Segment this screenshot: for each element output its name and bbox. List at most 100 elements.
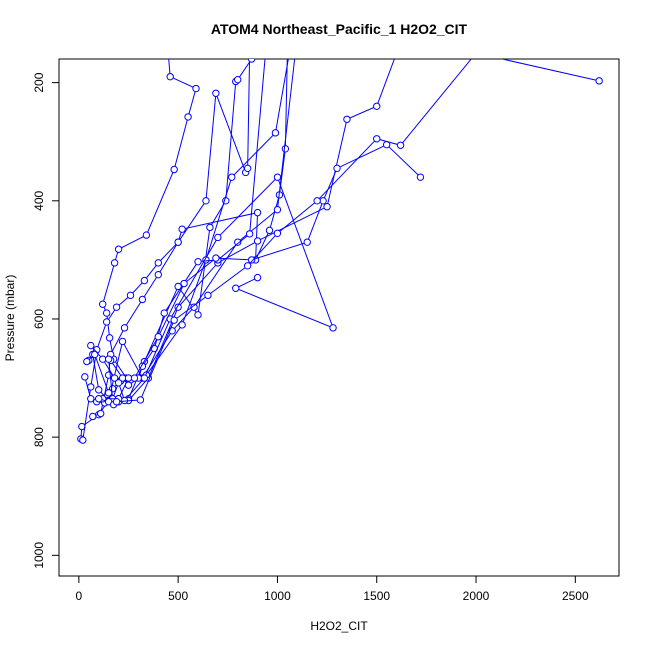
data-point — [138, 295, 147, 304]
x-tick-label: 1000 — [264, 589, 291, 603]
series-line — [102, 144, 421, 400]
data-point — [281, 145, 290, 153]
x-tick-label: 500 — [168, 589, 188, 603]
data-point — [212, 254, 220, 262]
x-tick-label: 1500 — [363, 589, 390, 603]
data-point — [79, 436, 87, 444]
data-point — [206, 223, 214, 232]
data-point — [396, 141, 405, 149]
series-6 — [83, 50, 399, 405]
data-point — [110, 374, 119, 382]
data-point — [247, 59, 256, 63]
series-8 — [106, 59, 266, 389]
data-point — [87, 341, 95, 350]
series-3 — [89, 50, 252, 421]
series-1 — [77, 50, 200, 443]
data-point — [246, 50, 252, 56]
data-point — [154, 270, 162, 279]
data-point — [110, 259, 119, 267]
data-point — [154, 259, 162, 267]
data-point — [81, 373, 89, 381]
y-tick-label: 200 — [32, 72, 46, 92]
data-point — [87, 395, 95, 403]
data-point — [373, 135, 381, 143]
data-point — [333, 164, 341, 173]
data-point — [104, 355, 113, 363]
series-line — [86, 59, 395, 402]
data-point — [393, 50, 399, 56]
data-point — [273, 229, 282, 238]
y-tick-label: 400 — [32, 190, 46, 210]
series-line — [92, 59, 251, 417]
x-tick-label: 0 — [76, 589, 83, 603]
data-point — [228, 173, 236, 181]
data-point — [214, 233, 222, 242]
chart-title: ATOM4 Northeast_Pacific_1 H2O2_CIT — [211, 21, 468, 37]
data-point — [265, 226, 274, 235]
data-point — [303, 238, 311, 246]
data-point — [102, 318, 111, 326]
data-point — [180, 279, 188, 288]
data-point — [243, 262, 252, 270]
data-point — [243, 164, 252, 173]
x-axis: 0 500 1000 1500 2000 2500 — [76, 575, 589, 603]
data-point — [245, 230, 254, 238]
data-point — [140, 276, 149, 285]
data-point — [95, 386, 103, 394]
data-point — [114, 379, 123, 387]
data-point — [105, 334, 114, 342]
data-point — [136, 396, 145, 404]
plot-frame — [58, 58, 620, 577]
data-point — [313, 197, 321, 205]
x-axis-label: H2O2_CIT — [310, 619, 368, 633]
x-tick-label: 2500 — [562, 589, 589, 603]
data-point — [170, 316, 178, 324]
data-point — [234, 75, 242, 84]
series-line — [84, 59, 253, 404]
data-point — [170, 165, 178, 174]
y-tick-label: 1000 — [32, 542, 46, 569]
data-point — [343, 115, 351, 123]
data-point — [140, 374, 149, 382]
y-axis: 200 400 600 800 1000 — [32, 72, 60, 569]
data-point — [253, 237, 262, 245]
data-point — [89, 412, 97, 421]
data-point — [323, 203, 331, 211]
series-line — [82, 59, 288, 441]
data-point — [192, 84, 200, 93]
data-point — [83, 357, 91, 366]
data-point — [104, 389, 113, 397]
data-point — [416, 173, 425, 181]
x-tick-label: 2000 — [463, 589, 490, 603]
data-point — [154, 333, 162, 341]
data-point — [273, 205, 282, 214]
series-line — [110, 59, 266, 386]
y-tick-label: 800 — [32, 427, 46, 447]
data-point — [273, 173, 282, 181]
data-point — [253, 273, 262, 282]
data-point — [190, 303, 198, 311]
data-point — [142, 231, 151, 239]
data-point — [319, 197, 327, 205]
data-point — [284, 50, 290, 56]
data-point — [271, 129, 280, 137]
data-point — [174, 238, 182, 246]
data-point — [194, 257, 202, 266]
data-point — [98, 300, 107, 308]
data-point — [202, 197, 210, 205]
data-point — [373, 102, 381, 110]
data-point — [160, 309, 168, 317]
data-point — [473, 50, 479, 56]
series-11 — [95, 50, 603, 409]
data-point — [329, 324, 337, 332]
data-point — [95, 395, 103, 403]
series-10 — [98, 140, 425, 403]
data-point — [247, 256, 256, 264]
data-point — [98, 355, 107, 363]
data-point — [232, 284, 240, 292]
data-point — [165, 50, 171, 56]
data-point — [234, 238, 242, 246]
data-point — [124, 374, 133, 382]
data-point — [292, 50, 298, 56]
